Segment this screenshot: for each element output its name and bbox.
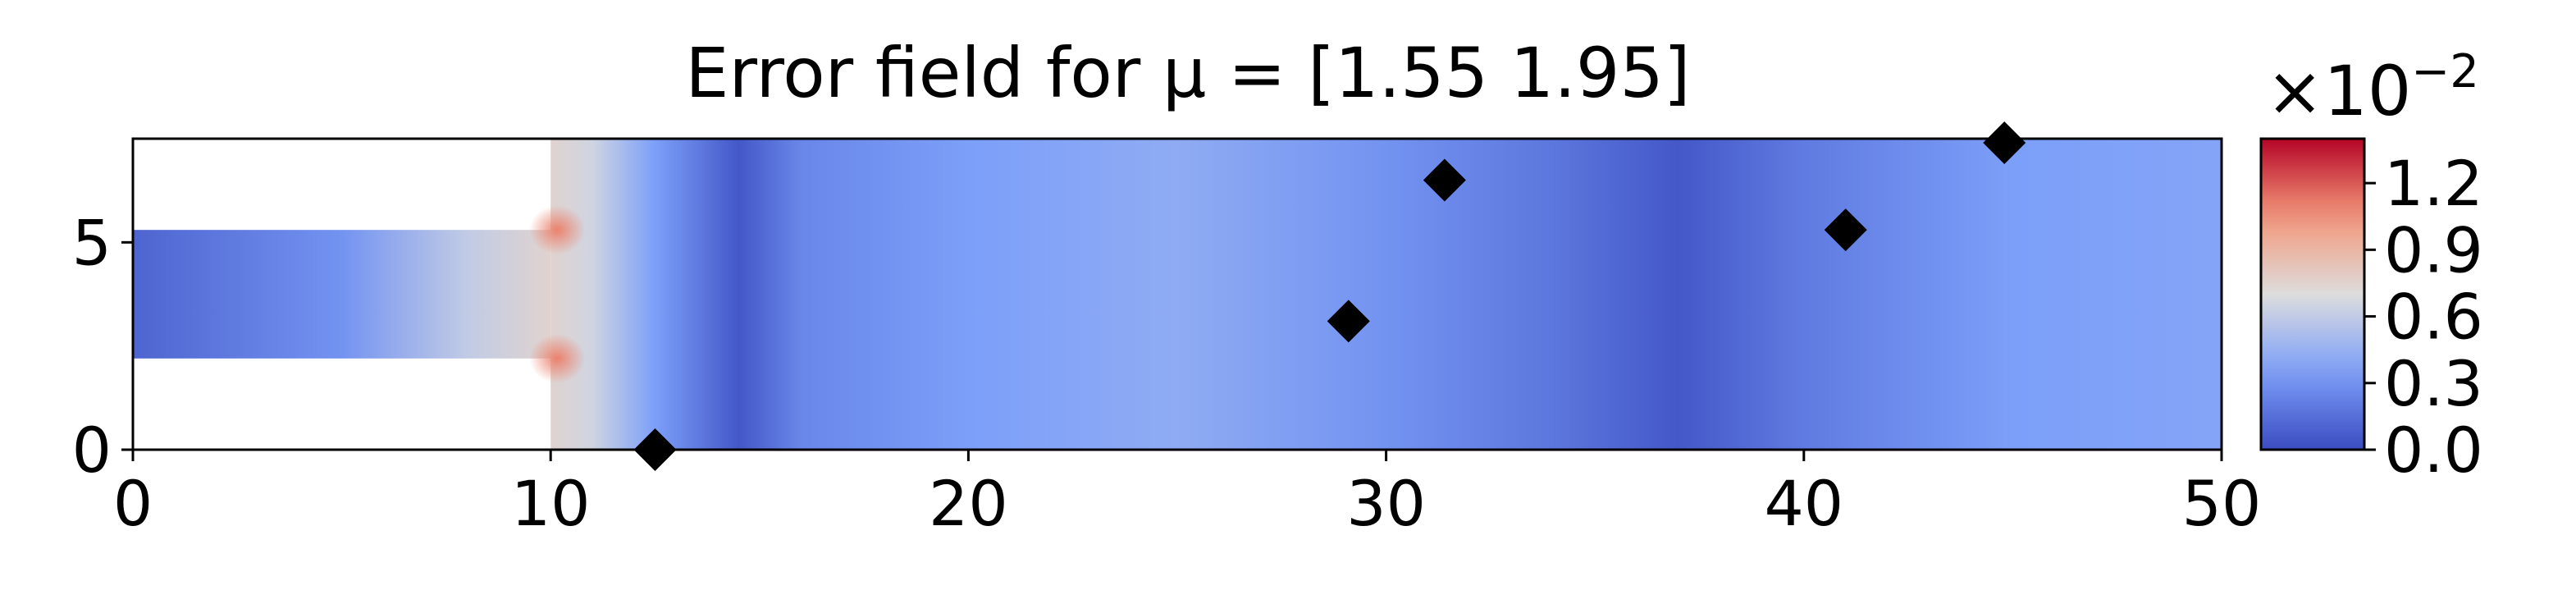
x-tick-label: 10 (511, 467, 591, 540)
chart-title: Error field for μ = [1.55 1.95] (685, 33, 1690, 113)
sample-point-marker (1327, 300, 1370, 343)
sample-point-marker (1423, 158, 1466, 202)
colorbar-tick-label: 0.9 (2384, 213, 2483, 286)
x-axis: 0 10 20 30 40 50 (113, 450, 2262, 540)
colorbar-tick-label: 0.6 (2384, 281, 2483, 354)
x-tick-label: 50 (2182, 467, 2262, 540)
colorbar-ticks: 0.00.30.60.91.2 (2364, 147, 2483, 487)
sample-point-marker (1824, 208, 1867, 252)
main-channel-region (550, 139, 2222, 450)
x-tick-label: 40 (1764, 467, 1843, 540)
x-tick-label: 30 (1346, 467, 1426, 540)
colorbar-tick-label: 1.2 (2384, 147, 2483, 220)
error-hotspot (529, 333, 586, 383)
plot-area (131, 121, 2223, 471)
sample-markers (633, 121, 2026, 471)
colorbar-multiplier-base: ×10 (2266, 51, 2411, 131)
error-hotspot (529, 205, 586, 255)
error-field-heatmap (133, 139, 2222, 450)
colorbar: 0.00.30.60.91.2 ×10−2 (2259, 45, 2483, 487)
y-tick-label: 5 (72, 206, 112, 279)
colorbar-tick-label: 0.0 (2384, 414, 2483, 487)
x-tick-label: 0 (113, 467, 153, 540)
y-axis: 05 (72, 206, 133, 487)
colorbar-multiplier: ×10−2 (2266, 45, 2479, 131)
plot-frame (131, 137, 2223, 451)
x-tick-label: 20 (929, 467, 1008, 540)
colorbar-multiplier-exponent: −2 (2411, 45, 2479, 98)
sample-point-marker (1983, 121, 2026, 165)
colorbar-gradient (2259, 137, 2366, 451)
inlet-channel-region (133, 230, 551, 359)
y-tick-label: 0 (72, 414, 112, 487)
colorbar-tick-label: 0.3 (2384, 347, 2483, 420)
